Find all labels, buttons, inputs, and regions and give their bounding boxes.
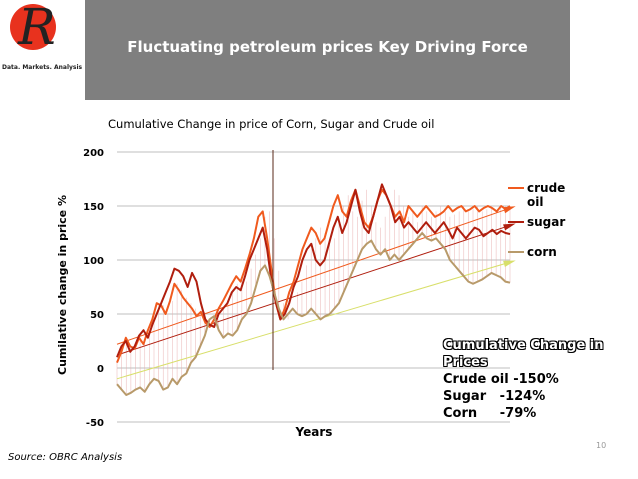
summary-heading: Cumulative Change in Prices <box>443 337 638 371</box>
y-tick-label: 200 <box>83 148 104 159</box>
legend: crude oil sugar corn <box>508 181 565 259</box>
legend-label: corn <box>527 245 557 259</box>
legend-label: crude oil <box>527 181 565 209</box>
summary-box: Cumulative Change in Prices Crude oil -1… <box>443 337 638 422</box>
y-axis-label: Cumilative change in price % <box>56 195 69 375</box>
source-note: Source: OBRC Analysis <box>8 452 122 463</box>
trendline-crude-oil <box>117 208 510 344</box>
y-tick-label: 100 <box>83 256 104 267</box>
y-tick-label: 150 <box>83 202 104 213</box>
trendline-sugar <box>117 225 510 355</box>
y-tick-label: -50 <box>86 418 104 429</box>
y-tick-label: 0 <box>97 364 104 375</box>
legend-label: sugar <box>527 215 565 229</box>
summary-line-crude: Crude oil -150% <box>443 371 638 388</box>
summary-line-sugar: Sugar -124% <box>443 388 638 405</box>
summary-line-corn: Corn -79% <box>443 405 638 422</box>
page-number: 10 <box>596 441 606 450</box>
trendline-arrow <box>503 224 516 231</box>
x-axis-label: Years <box>295 425 333 439</box>
trendline-arrow <box>503 260 516 267</box>
y-tick-labels: -50 0 50 100 150 200 <box>83 148 104 429</box>
y-tick-label: 50 <box>90 310 104 321</box>
